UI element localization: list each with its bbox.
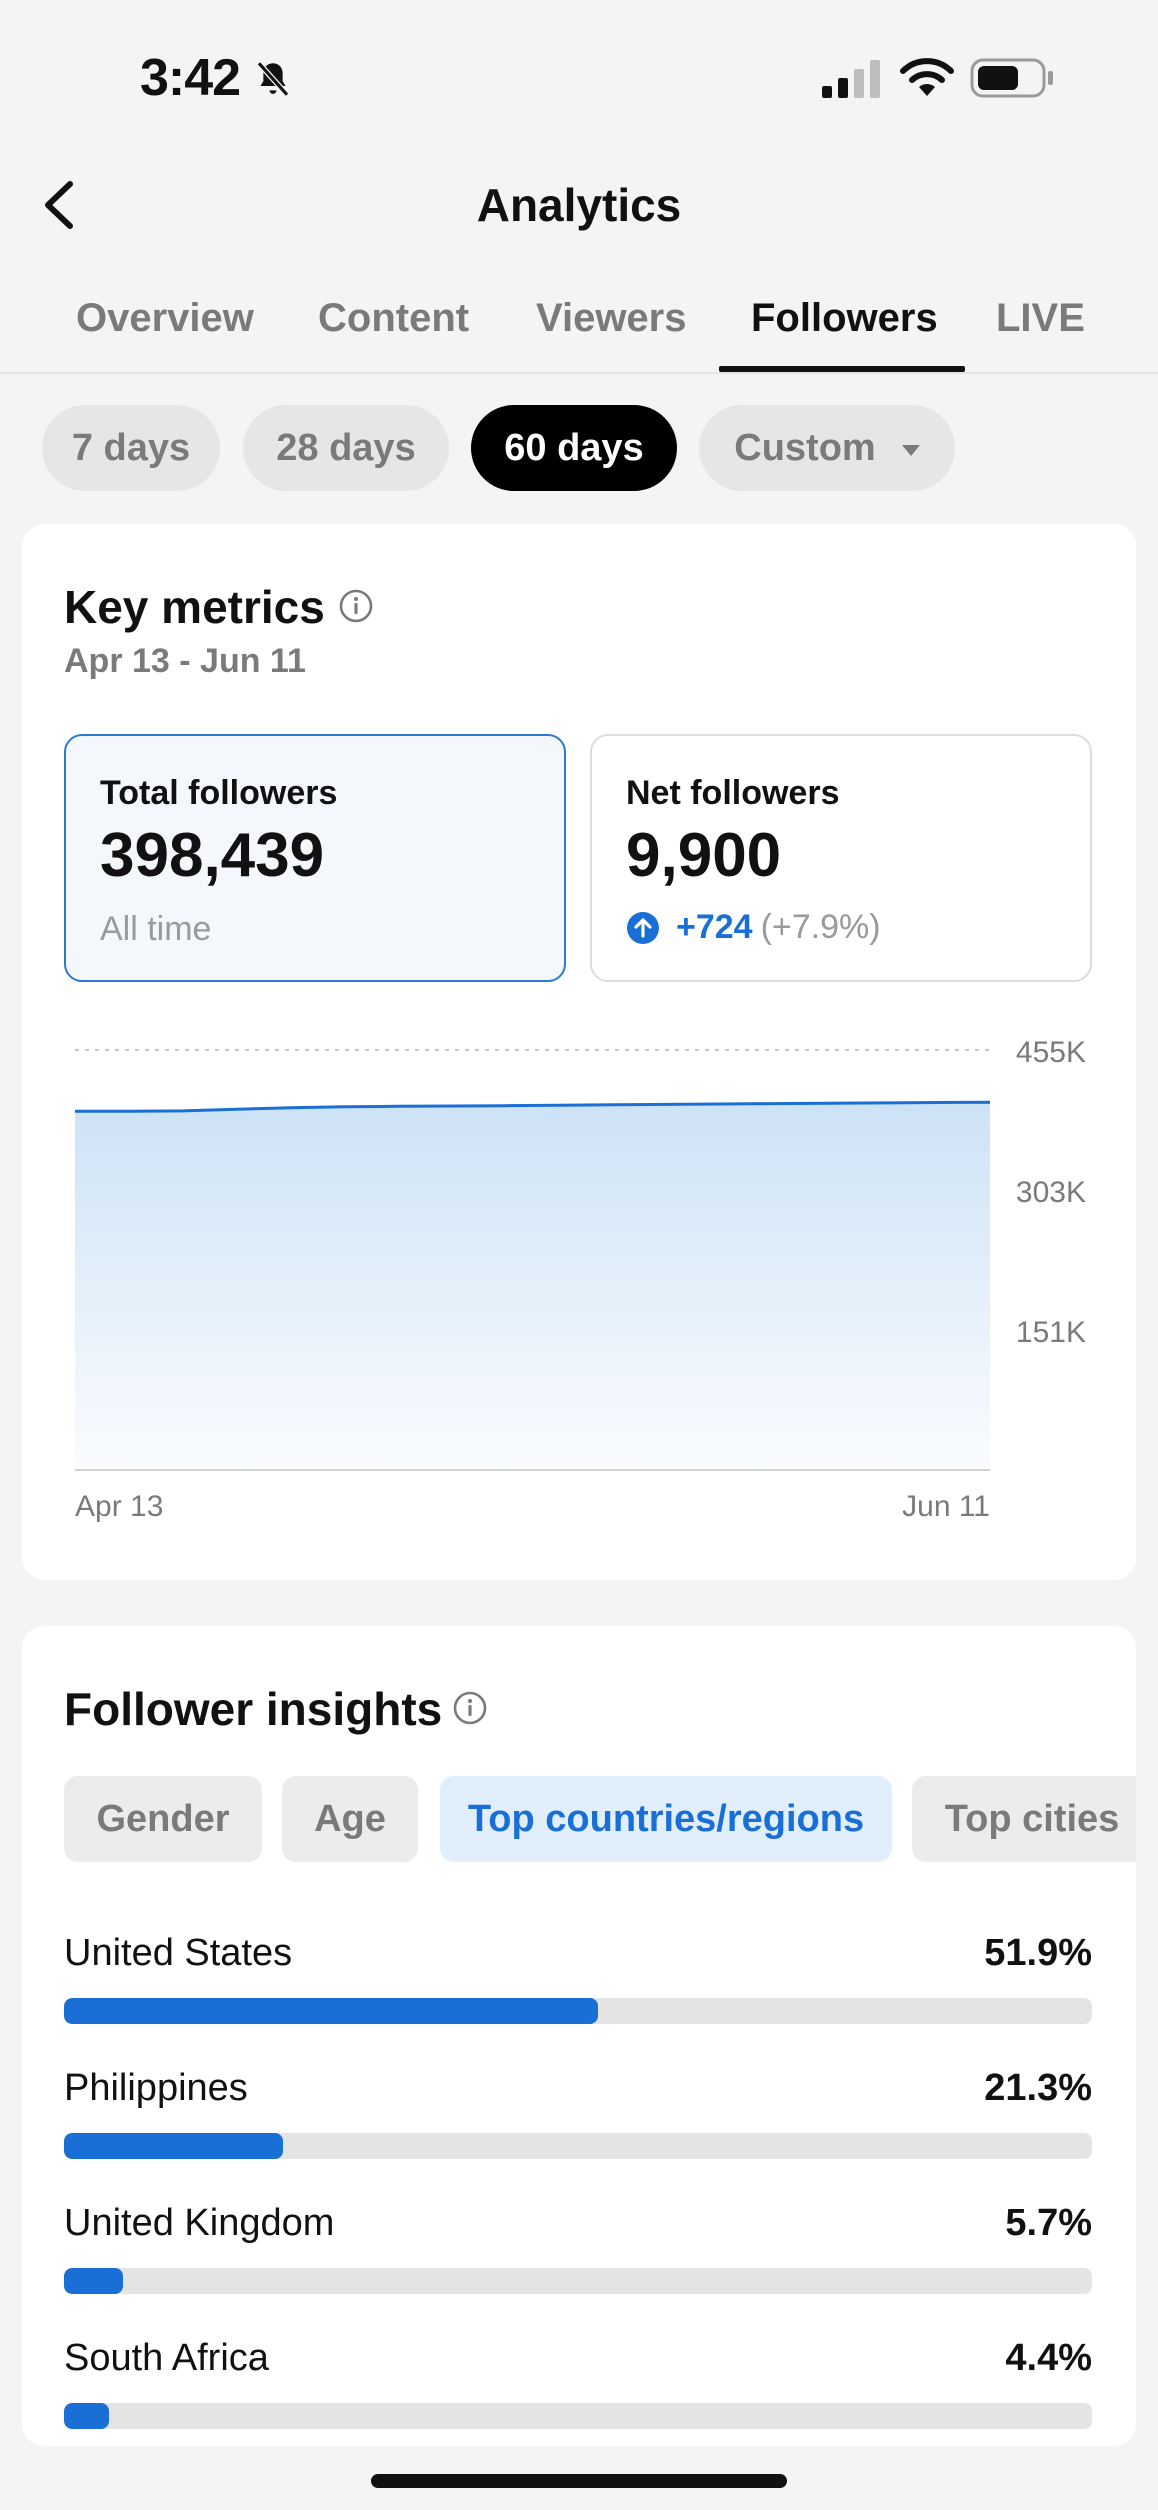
tab-followers[interactable]: Followers — [751, 296, 938, 340]
country-percent: 4.4% — [1005, 2337, 1092, 2379]
country-percent: 21.3% — [984, 2067, 1092, 2109]
country-bar-track — [64, 2268, 1092, 2294]
country-bar-track — [64, 2403, 1092, 2429]
country-row: Philippines 21.3% — [64, 2067, 1092, 2177]
total-followers-card[interactable]: Total followers 398,439 All time — [64, 734, 566, 982]
home-indicator — [371, 2474, 787, 2488]
battery-icon — [970, 58, 1053, 98]
range-label: 28 days — [276, 426, 416, 469]
range-7-days-button[interactable]: 7 days — [42, 405, 220, 491]
country-row: South Africa 4.4% — [64, 2337, 1092, 2446]
tab-bar: Overview Content Viewers Followers LIVE — [0, 286, 1158, 374]
tab-overview[interactable]: Overview — [76, 296, 254, 340]
country-bar-fill — [64, 2403, 110, 2429]
follower-insights-title: Follower insights — [64, 1683, 443, 1735]
net-followers-label: Net followers — [626, 774, 840, 812]
signal-icon — [822, 60, 880, 98]
segment-label: Age — [314, 1797, 386, 1840]
net-followers-card[interactable]: Net followers 9,900 +724 (+7.9%) — [590, 734, 1092, 982]
y-tick-label: 151K — [1016, 1316, 1086, 1349]
net-followers-change: +724 (+7.9%) — [626, 908, 881, 947]
back-arrow-icon[interactable] — [38, 178, 84, 232]
range-28-days-button[interactable]: 28 days — [243, 405, 449, 491]
country-row: United Kingdom 5.7% — [64, 2202, 1092, 2312]
range-label: 60 days — [504, 426, 644, 469]
up-arrow-icon — [627, 911, 659, 944]
total-followers-value: 398,439 — [100, 821, 325, 890]
range-60-days-button[interactable]: 60 days — [471, 405, 677, 491]
x-tick-label: Apr 13 — [75, 1490, 163, 1523]
tab-live[interactable]: LIVE — [996, 296, 1085, 340]
net-followers-value: 9,900 — [626, 821, 782, 890]
country-bar-track — [64, 2133, 1092, 2159]
total-followers-label: Total followers — [100, 774, 338, 812]
range-custom-dropdown[interactable]: Custom — [699, 405, 955, 491]
area-fill — [75, 1102, 990, 1470]
segment-label: Top countries/regions — [467, 1797, 865, 1840]
country-name: United Kingdom — [64, 2202, 335, 2244]
status-time: 3:42 — [140, 49, 241, 107]
key-metrics-card: Key metrics Apr 13 - Jun 11 Total follow… — [22, 524, 1136, 1580]
segment-gender[interactable]: Gender — [64, 1776, 262, 1862]
bell-slash-icon — [256, 61, 290, 97]
country-bar-fill — [64, 2268, 123, 2294]
country-bar-track — [64, 1998, 1092, 2024]
key-metrics-title: Key metrics — [64, 581, 325, 633]
segment-top-countries[interactable]: Top countries/regions — [440, 1776, 892, 1862]
x-tick-label: Jun 11 — [902, 1490, 990, 1523]
country-name: South Africa — [64, 2337, 269, 2379]
range-label: Custom — [734, 426, 876, 469]
tab-viewers[interactable]: Viewers — [536, 296, 687, 340]
country-percent: 5.7% — [1005, 2202, 1092, 2244]
y-tick-label: 455K — [1016, 1036, 1086, 1069]
segment-top-cities[interactable]: Top cities — [912, 1776, 1136, 1862]
status-bar: 3:42 — [0, 0, 1158, 150]
info-icon[interactable] — [338, 588, 374, 624]
active-tab-indicator — [719, 366, 965, 372]
y-tick-label: 303K — [1016, 1176, 1086, 1209]
net-change-percent: (+7.9%) — [760, 908, 881, 946]
follower-insights-card: Follower insights Gender Age Top countri… — [22, 1626, 1136, 2446]
country-percent: 51.9% — [984, 1932, 1092, 1974]
segment-label: Gender — [96, 1797, 230, 1840]
range-label: 7 days — [71, 426, 191, 469]
tab-content[interactable]: Content — [318, 296, 470, 340]
followers-area-chart: 455K 303K 151K Apr 13 Jun 11 — [74, 1036, 1086, 1523]
country-name: Philippines — [64, 2067, 248, 2109]
series-line — [74, 1100, 991, 1113]
wifi-icon — [900, 58, 954, 96]
segment-label: Top cities — [944, 1797, 1120, 1840]
dropdown-caret-icon — [901, 444, 920, 456]
country-name: United States — [64, 1932, 293, 1974]
page-title: Analytics — [476, 179, 682, 231]
net-change-value: +724 — [676, 908, 753, 946]
country-row: United States 51.9% — [64, 1932, 1092, 2042]
segment-age[interactable]: Age — [282, 1776, 418, 1862]
date-range: Apr 13 - Jun 11 — [64, 642, 306, 680]
total-followers-sub: All time — [100, 910, 212, 948]
country-bar-fill — [64, 1998, 598, 2024]
info-icon[interactable] — [452, 1690, 488, 1726]
country-bar-fill — [64, 2133, 283, 2159]
